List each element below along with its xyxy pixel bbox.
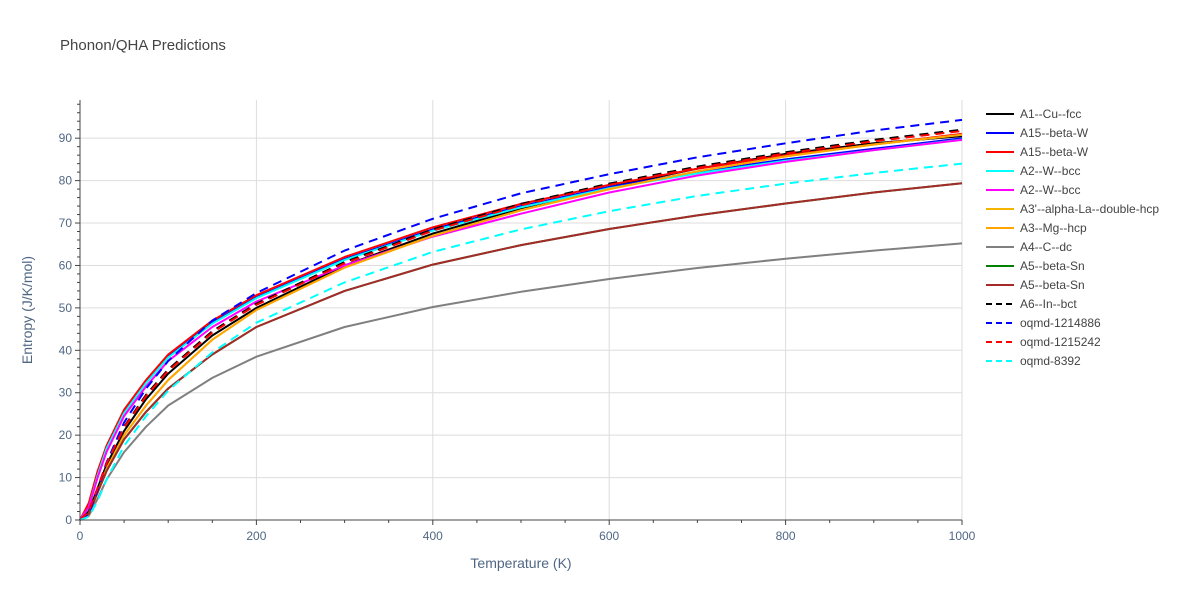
legend-label: A3'--alpha-La--double-hcp	[1020, 202, 1159, 216]
y-tick-label: 40	[59, 343, 73, 357]
series-lines	[79, 118, 963, 521]
legend-label: oqmd-1214886	[1020, 316, 1101, 330]
legend-label: A6--In--bct	[1020, 297, 1077, 311]
y-tick-label: 30	[59, 386, 73, 400]
legend[interactable]: A1--Cu--fcc A15--beta-W A15--beta-W A2--W--…	[986, 107, 1159, 368]
series-line[interactable]	[79, 138, 963, 521]
y-tick-label: 0	[65, 513, 72, 527]
legend-item[interactable]: A2--W--bcc	[986, 164, 1080, 178]
y-tick-label: 70	[59, 216, 73, 230]
legend-label: oqmd-1215242	[1020, 335, 1101, 349]
y-axis-title: Entropy (J/K/mol)	[19, 256, 35, 364]
series-line[interactable]	[79, 128, 963, 521]
legend-item[interactable]: A4--C--dc	[986, 240, 1072, 254]
series-line[interactable]	[79, 118, 963, 521]
legend-item[interactable]: A6--In--bct	[986, 297, 1077, 311]
legend-label: A15--beta-W	[1020, 145, 1089, 159]
series-line[interactable]	[79, 162, 963, 521]
series-line[interactable]	[79, 132, 963, 521]
legend-item[interactable]: A2--W--bcc	[986, 183, 1080, 197]
y-tick-label: 80	[59, 174, 73, 188]
legend-label: A2--W--bcc	[1020, 164, 1080, 178]
legend-label: A3--Mg--hcp	[1020, 221, 1087, 235]
legend-label: A4--C--dc	[1020, 240, 1072, 254]
y-tick-label: 60	[59, 258, 73, 272]
series-line[interactable]	[79, 138, 963, 521]
legend-item[interactable]: oqmd-1214886	[986, 316, 1101, 330]
x-tick-label: 1000	[949, 529, 976, 543]
legend-label: oqmd-8392	[1020, 354, 1081, 368]
legend-item[interactable]: A5--beta-Sn	[986, 259, 1085, 273]
x-tick-label: 400	[423, 529, 443, 543]
y-tick-label: 90	[59, 131, 73, 145]
y-tick-label: 20	[59, 428, 73, 442]
axes: 0 10 20 30 40 50 60 70 80 90 0 200 400 600 800 1000	[59, 100, 976, 543]
y-tick-label: 10	[59, 471, 73, 485]
legend-item[interactable]: A5--beta-Sn	[986, 278, 1085, 292]
legend-label: A1--Cu--fcc	[1020, 107, 1081, 121]
grid	[80, 100, 963, 520]
x-tick-label: 800	[776, 529, 796, 543]
x-axis-title: Temperature (K)	[470, 555, 571, 571]
legend-item[interactable]: A3'--alpha-La--double-hcp	[986, 202, 1159, 216]
series-line[interactable]	[79, 242, 963, 521]
series-line[interactable]	[79, 182, 963, 521]
legend-item[interactable]: A3--Mg--hcp	[986, 221, 1087, 235]
series-line[interactable]	[79, 130, 963, 521]
x-tick-label: 0	[77, 529, 84, 543]
legend-item[interactable]: oqmd-8392	[986, 354, 1081, 368]
legend-label: A5--beta-Sn	[1020, 259, 1085, 273]
legend-label: A2--W--bcc	[1020, 183, 1080, 197]
x-tick-label: 200	[246, 529, 266, 543]
legend-label: A5--beta-Sn	[1020, 278, 1085, 292]
legend-item[interactable]: A15--beta-W	[986, 126, 1089, 140]
legend-item[interactable]: A15--beta-W	[986, 145, 1089, 159]
legend-item[interactable]: A1--Cu--fcc	[986, 107, 1081, 121]
y-tick-label: 50	[59, 301, 73, 315]
legend-item[interactable]: oqmd-1215242	[986, 335, 1101, 349]
x-tick-label: 600	[599, 529, 619, 543]
chart-title: Phonon/QHA Predictions	[60, 37, 226, 54]
legend-label: A15--beta-W	[1020, 126, 1089, 140]
series-line[interactable]	[79, 137, 963, 521]
